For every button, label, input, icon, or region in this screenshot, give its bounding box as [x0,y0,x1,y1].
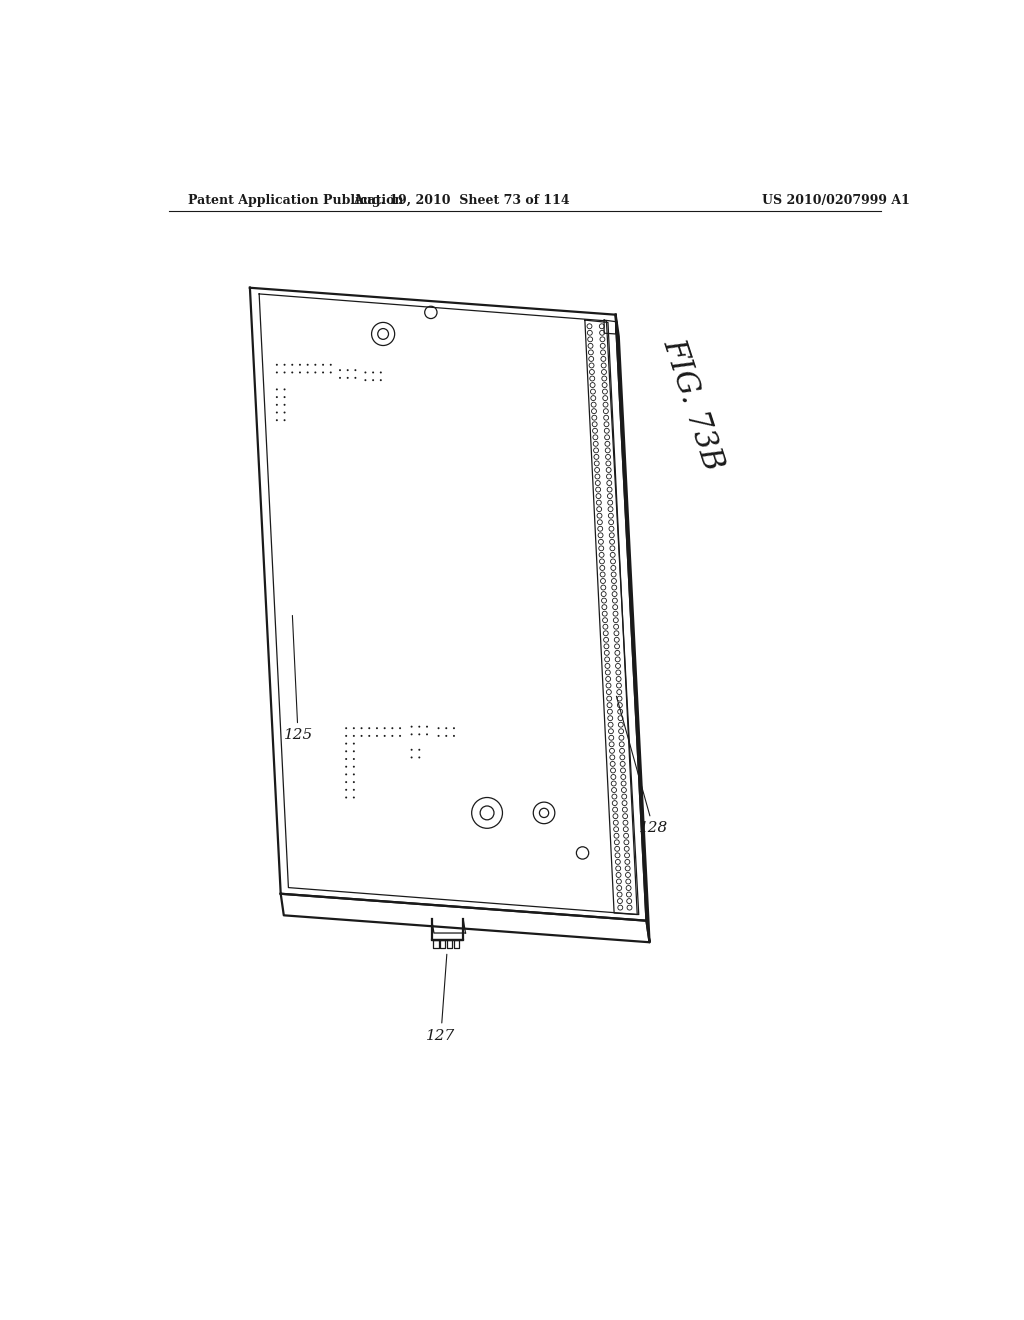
Circle shape [345,750,347,752]
Circle shape [372,379,374,381]
Circle shape [411,748,413,751]
Circle shape [419,756,420,759]
Circle shape [275,420,278,421]
Circle shape [275,412,278,413]
Circle shape [284,388,286,391]
Circle shape [399,735,401,737]
Circle shape [347,376,349,379]
Circle shape [339,370,341,371]
Text: 125: 125 [284,615,313,742]
Circle shape [314,364,316,366]
Circle shape [419,748,420,751]
Circle shape [330,364,332,366]
Circle shape [391,735,393,737]
Circle shape [380,371,382,374]
Circle shape [299,364,301,366]
Circle shape [360,735,362,737]
Circle shape [339,376,341,379]
Circle shape [437,727,439,729]
Circle shape [380,379,382,381]
Circle shape [284,371,286,374]
Circle shape [353,743,355,744]
Circle shape [275,371,278,374]
Circle shape [353,789,355,791]
Circle shape [376,735,378,737]
Circle shape [345,774,347,775]
Circle shape [384,727,386,729]
Text: Patent Application Publication: Patent Application Publication [188,194,403,207]
Circle shape [284,420,286,421]
Circle shape [347,370,349,371]
Circle shape [437,735,439,737]
Circle shape [353,766,355,768]
Circle shape [365,379,367,381]
Text: Aug. 19, 2010  Sheet 73 of 114: Aug. 19, 2010 Sheet 73 of 114 [353,194,570,207]
Circle shape [360,727,362,729]
Circle shape [369,735,371,737]
Circle shape [384,735,386,737]
Circle shape [330,371,332,374]
Circle shape [306,371,308,374]
Circle shape [353,758,355,760]
Circle shape [323,364,324,366]
Circle shape [365,371,367,374]
Circle shape [275,396,278,399]
Text: FIG. 73B: FIG. 73B [656,335,728,475]
Circle shape [291,364,293,366]
Text: 128: 128 [616,696,668,836]
Circle shape [299,371,301,374]
Circle shape [411,734,413,735]
Circle shape [284,404,286,405]
Circle shape [353,796,355,799]
Circle shape [345,781,347,783]
Circle shape [275,364,278,366]
Circle shape [419,726,420,727]
Circle shape [353,750,355,752]
Circle shape [399,727,401,729]
Circle shape [445,727,447,729]
Circle shape [391,727,393,729]
Circle shape [284,364,286,366]
Circle shape [353,781,355,783]
Circle shape [345,735,347,737]
Circle shape [426,726,428,727]
Circle shape [354,370,356,371]
Circle shape [275,404,278,405]
Circle shape [453,735,455,737]
Circle shape [323,371,324,374]
Circle shape [275,388,278,391]
Circle shape [453,727,455,729]
Circle shape [376,727,378,729]
Circle shape [345,743,347,744]
Circle shape [411,756,413,759]
Circle shape [411,726,413,727]
Circle shape [353,774,355,775]
Circle shape [426,734,428,735]
Circle shape [284,412,286,413]
Circle shape [372,371,374,374]
Circle shape [345,789,347,791]
Circle shape [419,734,420,735]
Text: US 2010/0207999 A1: US 2010/0207999 A1 [762,194,910,207]
Text: 127: 127 [426,954,456,1043]
Circle shape [314,371,316,374]
Circle shape [345,796,347,799]
Circle shape [291,371,293,374]
Circle shape [369,727,371,729]
Circle shape [306,364,308,366]
Circle shape [284,396,286,399]
Circle shape [345,766,347,768]
Circle shape [354,376,356,379]
Circle shape [353,735,355,737]
Circle shape [353,727,355,729]
Circle shape [445,735,447,737]
Circle shape [345,727,347,729]
Circle shape [345,758,347,760]
